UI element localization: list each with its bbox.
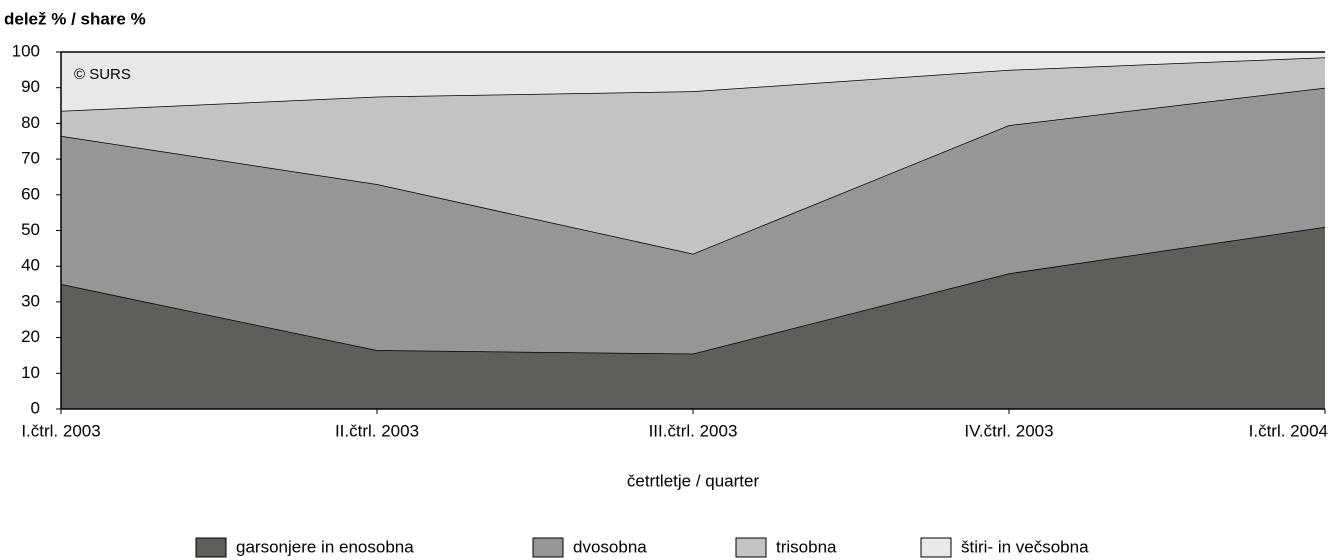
x-tick-label: III.čtrl. 2003 (649, 421, 738, 440)
y-tick-label: 30 (21, 291, 40, 310)
legend-swatch (920, 537, 952, 558)
x-tick-label: IV.čtrl. 2003 (964, 421, 1053, 440)
x-tick-label: I.čtrl. 2004 (1249, 421, 1328, 440)
chart-title: delež % / share % (4, 9, 146, 28)
area (61, 57, 1325, 254)
annotation: © SURS (74, 66, 131, 83)
legend-label: štiri- in večsobna (961, 537, 1089, 556)
y-tick-label: 50 (21, 220, 40, 239)
y-tick-label: 10 (21, 363, 40, 382)
x-axis-label: četrtletje / quarter (627, 471, 760, 490)
y-tick-label: 0 (31, 398, 40, 417)
y-tick-label: 60 (21, 184, 40, 203)
y-tick-label: 80 (21, 113, 40, 132)
legend-swatch (532, 537, 564, 558)
area (61, 87, 1325, 354)
legend-label: garsonjere in enosobna (236, 537, 414, 556)
y-tick-label: 70 (21, 149, 40, 168)
x-tick-label: I.čtrl. 2003 (21, 421, 100, 440)
legend-label: trisobna (776, 537, 837, 556)
area (61, 226, 1325, 409)
y-tick-label: 40 (21, 256, 40, 275)
x-tick-label: II.čtrl. 2003 (335, 421, 419, 440)
legend-swatch (195, 537, 227, 558)
area (61, 52, 1325, 111)
y-tick-label: 100 (12, 41, 40, 60)
legend-label: dvosobna (573, 537, 647, 556)
y-tick-label: 90 (21, 77, 40, 96)
legend-swatch (735, 537, 767, 558)
y-tick-label: 20 (21, 327, 40, 346)
